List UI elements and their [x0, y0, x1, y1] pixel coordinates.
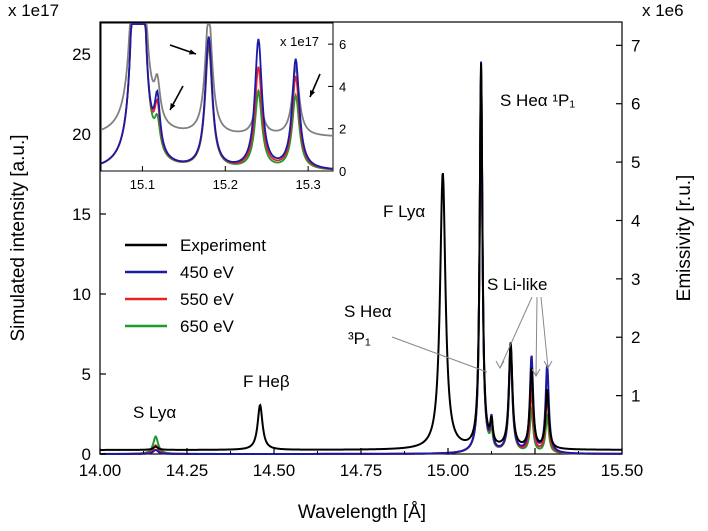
annotation-label: ³P₁	[348, 329, 371, 348]
right-scale-label: x 1e6	[642, 1, 684, 20]
x-tick-label: 15.25	[514, 461, 557, 480]
y-right-tick-label: 3	[631, 270, 640, 289]
inset-y-tick-label: 6	[339, 37, 346, 52]
x-tick-label: 14.50	[253, 461, 296, 480]
inset-y-tick-label: 0	[339, 164, 346, 179]
x-tick-label: 15.00	[427, 461, 470, 480]
legend-label: Experiment	[180, 236, 266, 255]
y-axis-right-label: Emissivity [r.u.]	[674, 175, 695, 302]
axes-group: 14.00 14.25 14.50 14.75 15.00 15.25 15.5005101…	[72, 36, 643, 480]
annotation-label: S Li-like	[487, 275, 547, 294]
legend-label: 450 eV	[180, 263, 235, 282]
legend-label: 650 eV	[180, 317, 235, 336]
y-right-tick-label: 4	[631, 211, 640, 230]
annotation-arrowhead	[543, 360, 553, 370]
annotation-label: S Lyα	[133, 403, 176, 422]
inset-scale-label: x 1e17	[280, 34, 319, 49]
y-axis-left-label: Simulated intensity [a.u.]	[8, 135, 29, 342]
annotation-label: F Lyα	[383, 202, 425, 221]
inset-arrowhead	[189, 49, 196, 55]
annotation-leader	[391, 336, 488, 373]
y-left-tick-label: 10	[72, 285, 91, 304]
annotation-leader	[535, 296, 538, 377]
inset-x-tick-label: 15.2	[213, 177, 238, 192]
inset-x-tick-label: 15.1	[130, 177, 155, 192]
left-scale-label: x 1e17	[8, 1, 59, 20]
annotation-leader	[499, 296, 533, 369]
y-right-tick-label: 7	[631, 36, 640, 55]
annotation-arrowhead	[495, 360, 505, 370]
y-right-tick-label: 5	[631, 153, 640, 172]
inset-arrowhead	[170, 103, 176, 110]
y-left-tick-label: 20	[72, 125, 91, 144]
y-right-tick-label: 2	[631, 328, 640, 347]
annotation-leader	[540, 296, 549, 369]
x-axis-label: Wavelength [Å]	[298, 502, 426, 523]
x-tick-label: 15.50	[601, 461, 644, 480]
x-tick-label: 14.00	[79, 461, 122, 480]
y-right-tick-label: 6	[631, 95, 640, 114]
inset-series-line	[100, 23, 334, 170]
inset-group: 15.1 15.2 15.3 0 2 4 6 x 1e17	[100, 22, 346, 192]
y-left-tick-label: 5	[82, 365, 91, 384]
annotation-label: F Heβ	[243, 372, 290, 391]
y-left-tick-label: 25	[72, 45, 91, 64]
inset-arrowhead	[310, 90, 316, 97]
y-left-tick-label: 15	[72, 205, 91, 224]
annotation-arrowhead	[531, 368, 541, 378]
x-tick-label: 14.75	[340, 461, 383, 480]
y-right-tick-label: 1	[631, 387, 640, 406]
x-tick-label: 14.25	[166, 461, 209, 480]
annotation-label: S Heα	[344, 302, 392, 321]
legend-group: Experiment 450 eV 550 eV 650 eV	[125, 236, 266, 336]
inset-x-tick-label: 15.3	[295, 177, 320, 192]
inset-y-tick-label: 4	[339, 79, 346, 94]
legend-label: 550 eV	[180, 290, 235, 309]
annotation-group: S Lyα F Heβ F Lyα S Heα ¹P₁ S Heα ³P₁ S Li-lik…	[133, 91, 575, 422]
annotation-label: S Heα ¹P₁	[500, 91, 575, 110]
y-left-tick-label: 0	[82, 445, 91, 464]
inset-y-tick-label: 2	[339, 122, 346, 137]
